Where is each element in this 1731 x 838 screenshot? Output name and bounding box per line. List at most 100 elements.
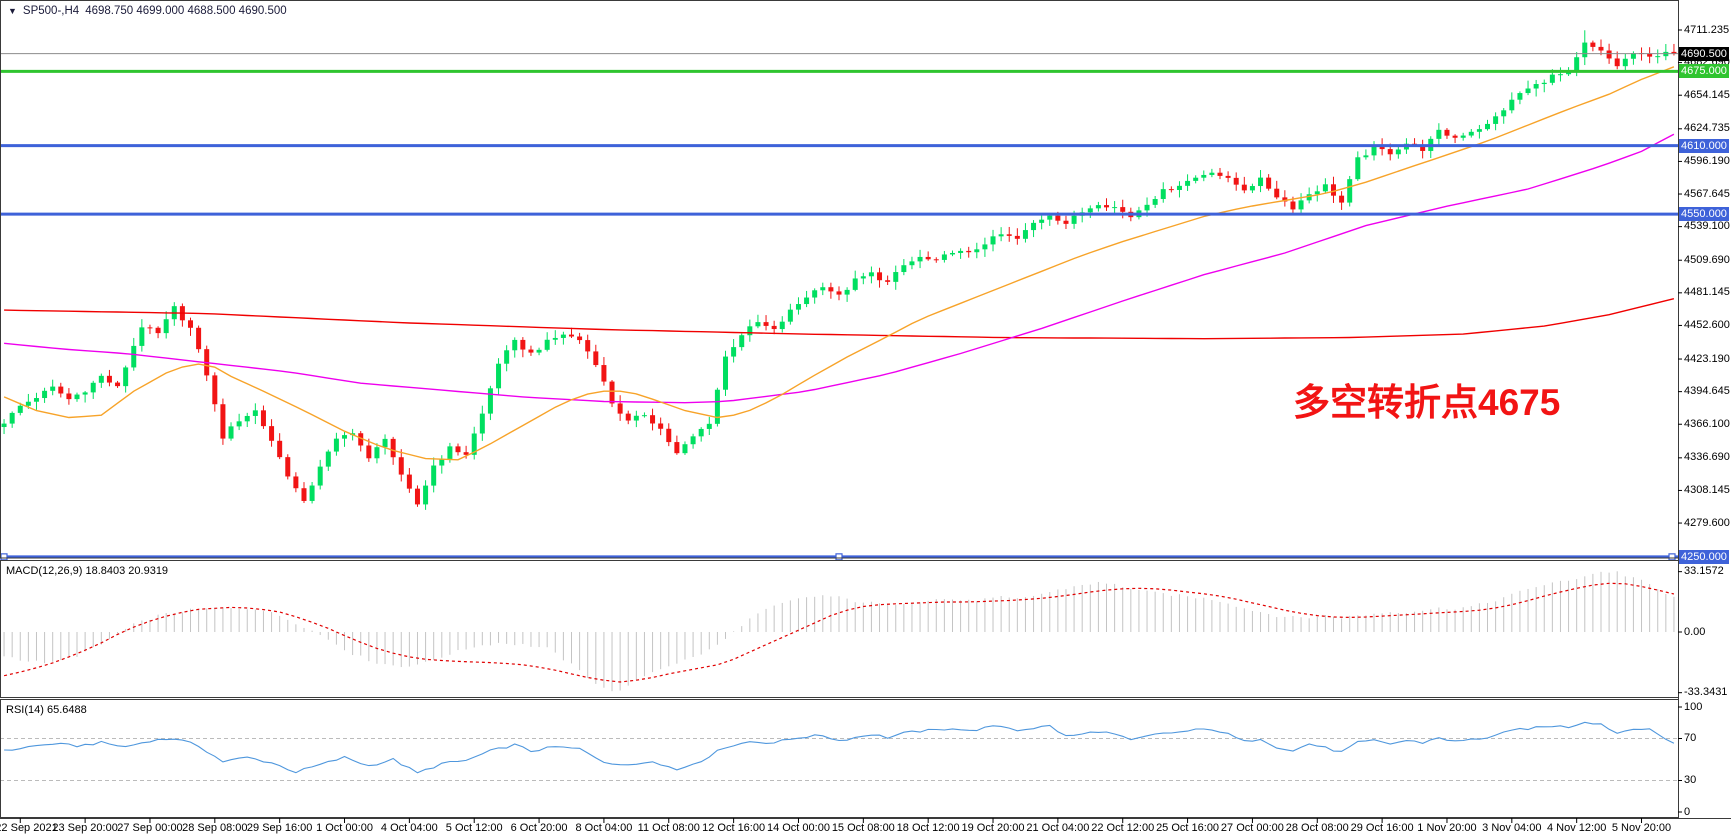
- candle-body: [1509, 99, 1515, 111]
- ma-fast-orange-line[interactable]: [3, 66, 1675, 461]
- candle-body: [1055, 215, 1061, 221]
- rsi-indicator-label: RSI(14) 65.6488: [6, 703, 87, 716]
- candle-body: [982, 244, 988, 250]
- candle-body: [690, 436, 696, 445]
- symbol-ohlc-bar: ▼ SP500-,H4 4698.750 4699.000 4688.500 4…: [8, 5, 287, 17]
- candle-body: [1087, 208, 1093, 213]
- candle-body: [658, 423, 664, 429]
- candle-body: [917, 256, 923, 262]
- candle-body: [244, 415, 250, 422]
- candle-body: [98, 375, 104, 383]
- candle-body: [544, 339, 550, 350]
- candle-body: [949, 252, 955, 255]
- price-axis-label: 4336.690: [1684, 451, 1730, 464]
- price-axis-label: 4481.145: [1684, 286, 1730, 299]
- candle-body: [82, 392, 88, 395]
- candle-body: [828, 287, 834, 292]
- candle-body: [1468, 131, 1474, 136]
- candle-body: [58, 386, 64, 394]
- line-handle[interactable]: [835, 553, 843, 561]
- candle-body: [1501, 110, 1507, 117]
- time-axis-label: 8 Oct 04:00: [575, 822, 633, 834]
- candle-body: [1371, 145, 1377, 156]
- candle-body: [1476, 129, 1482, 132]
- candle-body: [641, 415, 647, 417]
- candle-body: [317, 466, 323, 486]
- price-axis-label: 4279.600: [1684, 516, 1730, 529]
- time-axis-label: 18 Oct 12:00: [896, 822, 960, 834]
- candle-body: [1574, 57, 1580, 72]
- candle-body: [123, 367, 129, 387]
- time-axis-label: 22 Sep 2021: [0, 822, 58, 834]
- candle-body: [33, 398, 39, 402]
- candle-body: [787, 309, 793, 322]
- main-panel-border: [0, 0, 1679, 559]
- candle-body: [1493, 116, 1499, 124]
- candle-body: [106, 375, 112, 383]
- candle-body: [698, 428, 704, 437]
- candle-body: [431, 465, 437, 486]
- time-axis-label: 11 Oct 08:00: [637, 822, 700, 834]
- time-axis-label: 4 Oct 04:00: [380, 822, 438, 834]
- candle-body: [439, 458, 445, 466]
- candle-body: [1314, 191, 1320, 195]
- price-axis-label: 4394.645: [1684, 385, 1730, 398]
- candle-body: [1533, 84, 1539, 89]
- ma-slow-red-line[interactable]: [4, 298, 1675, 340]
- candle-body: [74, 394, 80, 400]
- candle-body: [674, 442, 680, 454]
- candle-body: [723, 356, 729, 390]
- candle-body: [1233, 177, 1239, 185]
- candle-body: [1120, 207, 1126, 212]
- ma-mid-magenta-line[interactable]: [4, 133, 1675, 404]
- candle-body: [1241, 184, 1247, 191]
- rsi-axis-label: 30: [1684, 774, 1697, 786]
- candle-body: [1225, 175, 1231, 178]
- time-axis-label: 19 Oct 20:00: [961, 822, 1025, 834]
- candle-body: [1095, 205, 1101, 209]
- candle-body: [333, 438, 339, 452]
- line-handle[interactable]: [0, 553, 8, 561]
- main-panel-layer: [1, 30, 1677, 510]
- candle-body: [155, 327, 161, 334]
- candle-body: [252, 410, 258, 416]
- candle-body: [382, 438, 388, 448]
- time-axis-label: 28 Sep 08:00: [182, 822, 248, 834]
- candle-body: [1071, 215, 1077, 224]
- candle-body: [1185, 180, 1191, 186]
- candle-body: [406, 474, 412, 489]
- candle-body: [163, 319, 169, 334]
- candle-body: [1647, 53, 1653, 57]
- candle-body: [1557, 74, 1563, 76]
- time-axis-label: 1 Nov 20:00: [1417, 822, 1477, 834]
- candle-body: [617, 403, 623, 414]
- price-axis-label: 4452.600: [1684, 318, 1730, 331]
- candle-body: [25, 401, 31, 406]
- candle-body: [131, 345, 137, 368]
- candle-body: [17, 405, 23, 413]
- candle-body: [1598, 46, 1604, 51]
- candle-body: [1031, 222, 1037, 231]
- time-axis-label: 28 Oct 08:00: [1285, 822, 1349, 834]
- time-axis-label: 15 Oct 08:00: [831, 822, 895, 834]
- candle-body: [990, 236, 996, 245]
- line-handle[interactable]: [1668, 553, 1676, 561]
- candle-body: [9, 412, 15, 424]
- candle-body: [909, 261, 915, 266]
- price-axis-label: 4423.190: [1684, 352, 1730, 365]
- candle-body: [1582, 42, 1588, 58]
- annotation-text[interactable]: 多空转折点4675: [1293, 382, 1561, 423]
- price-axis-label: 4624.735: [1684, 122, 1730, 135]
- rsi-axis-label: 100: [1684, 700, 1703, 713]
- time-axis-label: 5 Nov 20:00: [1611, 822, 1672, 834]
- price-axis-label: 4308.145: [1684, 483, 1730, 496]
- price-marker-4610: 4610.000: [1679, 138, 1729, 153]
- candle-body: [139, 327, 145, 346]
- price-axis-label: 4366.100: [1684, 417, 1730, 430]
- candle-body: [390, 438, 396, 458]
- candle-body: [1144, 204, 1150, 211]
- price-axis-label: 4509.690: [1684, 253, 1730, 266]
- chevron-down-icon[interactable]: ▼: [8, 6, 17, 16]
- time-axis-label: 12 Oct 16:00: [702, 822, 766, 834]
